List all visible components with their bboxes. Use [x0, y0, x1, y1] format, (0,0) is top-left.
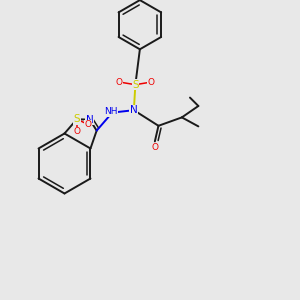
Text: N: N	[86, 115, 94, 125]
Text: S: S	[132, 80, 139, 90]
Text: O: O	[152, 143, 158, 152]
Text: S: S	[74, 114, 80, 124]
Text: NH: NH	[104, 107, 118, 116]
Text: O: O	[85, 120, 92, 129]
Text: O: O	[74, 127, 80, 136]
Text: O: O	[116, 78, 123, 87]
Text: N: N	[130, 105, 138, 115]
Text: O: O	[148, 78, 155, 87]
